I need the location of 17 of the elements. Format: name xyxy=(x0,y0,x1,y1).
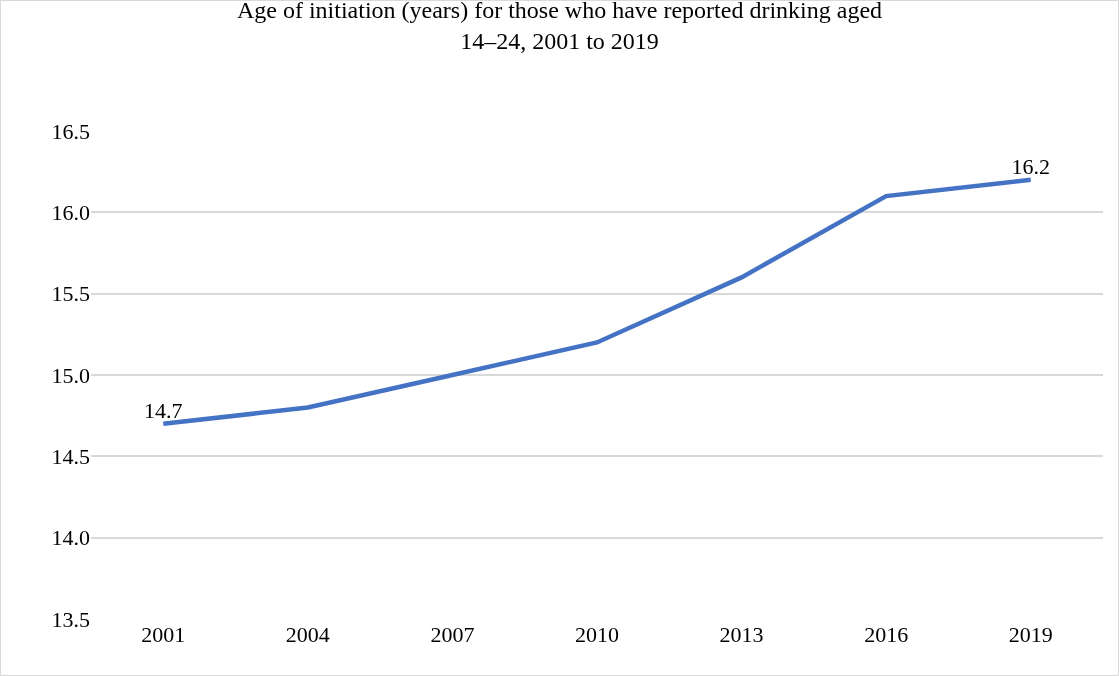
y-tick-label: 15.5 xyxy=(51,281,90,307)
x-tick-label: 2019 xyxy=(1008,622,1053,647)
y-tick-label: 14.5 xyxy=(51,444,90,470)
y-tick-label: 14.0 xyxy=(51,525,90,551)
x-tick-label: 2007 xyxy=(430,622,475,647)
x-tick-label: 2016 xyxy=(864,622,909,647)
data-label: 14.7 xyxy=(144,398,183,424)
chart-title: Age of initiation (years) for those who have reported drinking aged 14–24, 2001 to 2019 xyxy=(236,0,883,55)
x-tick-label: 2001 xyxy=(141,622,186,647)
x-tick-label: 2013 xyxy=(719,622,764,647)
y-tick-label: 15.0 xyxy=(51,362,90,388)
x-tick-label: 2010 xyxy=(575,622,619,647)
y-tick-label: 13.5 xyxy=(51,606,90,632)
data-label: 16.2 xyxy=(1011,154,1050,180)
y-tick-label: 16.0 xyxy=(51,200,90,226)
y-tick-label: 16.5 xyxy=(51,118,90,144)
x-tick-label: 2004 xyxy=(285,622,330,647)
